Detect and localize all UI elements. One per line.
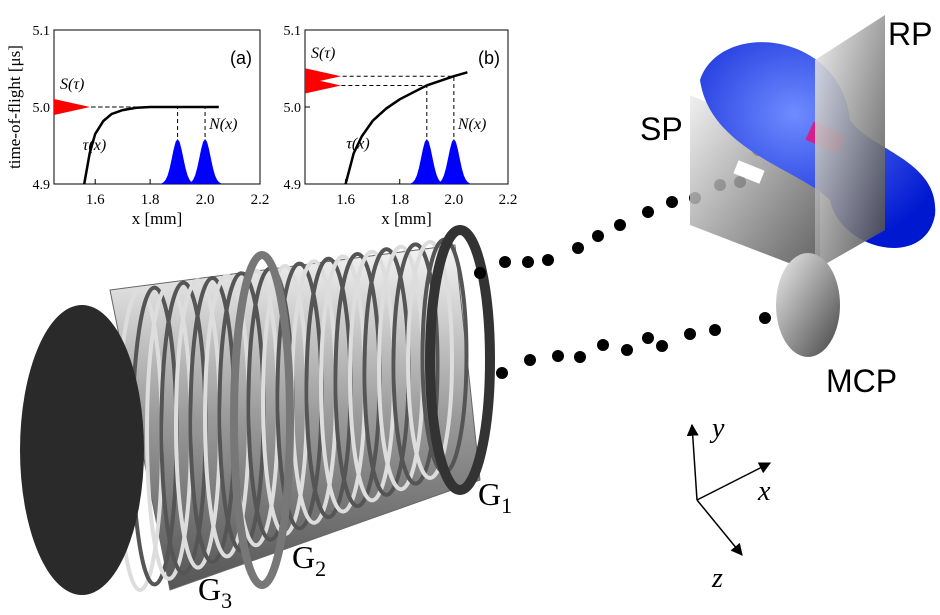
x-tick-label: 1.8 (390, 192, 409, 208)
ion-dot (642, 332, 654, 344)
ion-dot (524, 354, 536, 366)
ion-dot (522, 256, 534, 268)
ion-dot (574, 351, 586, 363)
g1-sub: 1 (501, 493, 512, 518)
curve-label: τ(x) (83, 137, 106, 154)
y-tick-label: 5.1 (284, 24, 302, 39)
rp-plate (815, 15, 885, 270)
y-tick-label: 4.9 (33, 178, 51, 193)
axis-x: x (757, 476, 771, 507)
panel-label: (a) (230, 48, 252, 68)
mcp-label: MCP (826, 363, 897, 399)
ion-dot (684, 328, 696, 340)
x-tick-label: 2.2 (499, 192, 518, 208)
distribution-peak (160, 139, 196, 184)
ion-dot (597, 339, 609, 351)
axis-z: z (711, 563, 723, 594)
y-tick-label: 5.0 (33, 101, 51, 116)
x-tick-label: 2.0 (444, 192, 463, 208)
ion-dot (499, 256, 511, 268)
ion-dot (592, 230, 604, 242)
ion-dot (621, 344, 633, 356)
end-disk (20, 305, 144, 595)
x-tick-label: 1.6 (336, 192, 355, 208)
ion-dot (666, 196, 678, 208)
ion-dot (572, 242, 584, 254)
inset-chart: 4.9 5.0 5.1 1.6 1.8 2.0 2.2 x [mm] (b) S(τ) N(x) τ(… (284, 24, 518, 228)
ion-dot (759, 312, 771, 324)
y-tick-label: 4.9 (284, 178, 302, 193)
g3-main: G (198, 571, 221, 607)
g2-main: G (292, 539, 315, 575)
inset-chart: 4.9 5.0 5.1 1.6 1.8 2.0 2.2 x [mm] time-of-fligh… (5, 24, 269, 228)
panel-label: (b) (478, 48, 500, 68)
g2-label: G2 (292, 539, 326, 581)
x-tick-label: 2.0 (196, 192, 215, 208)
g2-sub: 2 (315, 556, 326, 581)
ion-dot (709, 324, 721, 336)
apparatus (20, 230, 490, 595)
figure: y x z RP SP MCP G1 G2 G3 4.95.05.11.61.8… (0, 0, 940, 615)
x-tick-label: 2.2 (251, 192, 270, 208)
distribution-peak (436, 139, 472, 184)
spread-label: S(τ) (60, 76, 84, 93)
ion-dot (474, 267, 486, 279)
sp-label: SP (640, 111, 683, 147)
ion-dot (614, 219, 626, 231)
y-tick-label: 5.0 (284, 101, 302, 116)
ion-dot (656, 340, 668, 352)
distribution-peak (409, 139, 445, 184)
axis-y: y (709, 413, 725, 444)
ion-dot (496, 367, 508, 379)
ion-dot (542, 254, 554, 266)
distribution-label: N(x) (457, 116, 486, 133)
g1-main: G (478, 476, 501, 512)
distribution-label: N(x) (208, 116, 237, 133)
x-axis-label: x [mm] (132, 209, 183, 228)
spread-label: S(τ) (311, 45, 335, 62)
y-tick-label: 5.1 (33, 24, 51, 39)
ion-dot (642, 206, 654, 218)
x-tick-label: 1.6 (86, 192, 105, 208)
guide-line (341, 76, 454, 144)
g3-label: G3 (198, 571, 232, 613)
g1-label: G1 (478, 476, 512, 518)
g3-sub: 3 (221, 588, 232, 613)
spread-mark (54, 99, 90, 115)
y-arrow (692, 425, 697, 500)
distribution-peak (187, 139, 223, 184)
curve-label: τ(x) (346, 136, 369, 153)
guide-line (90, 107, 205, 144)
ion-dot (552, 350, 564, 362)
mcp-detector (776, 253, 840, 357)
z-arrow (697, 500, 742, 555)
y-axis-label: time-of-flight [μs] (5, 45, 24, 169)
x-axis-label: x [mm] (381, 209, 432, 228)
x-tick-label: 1.8 (141, 192, 160, 208)
rp-label: RP (888, 16, 932, 52)
